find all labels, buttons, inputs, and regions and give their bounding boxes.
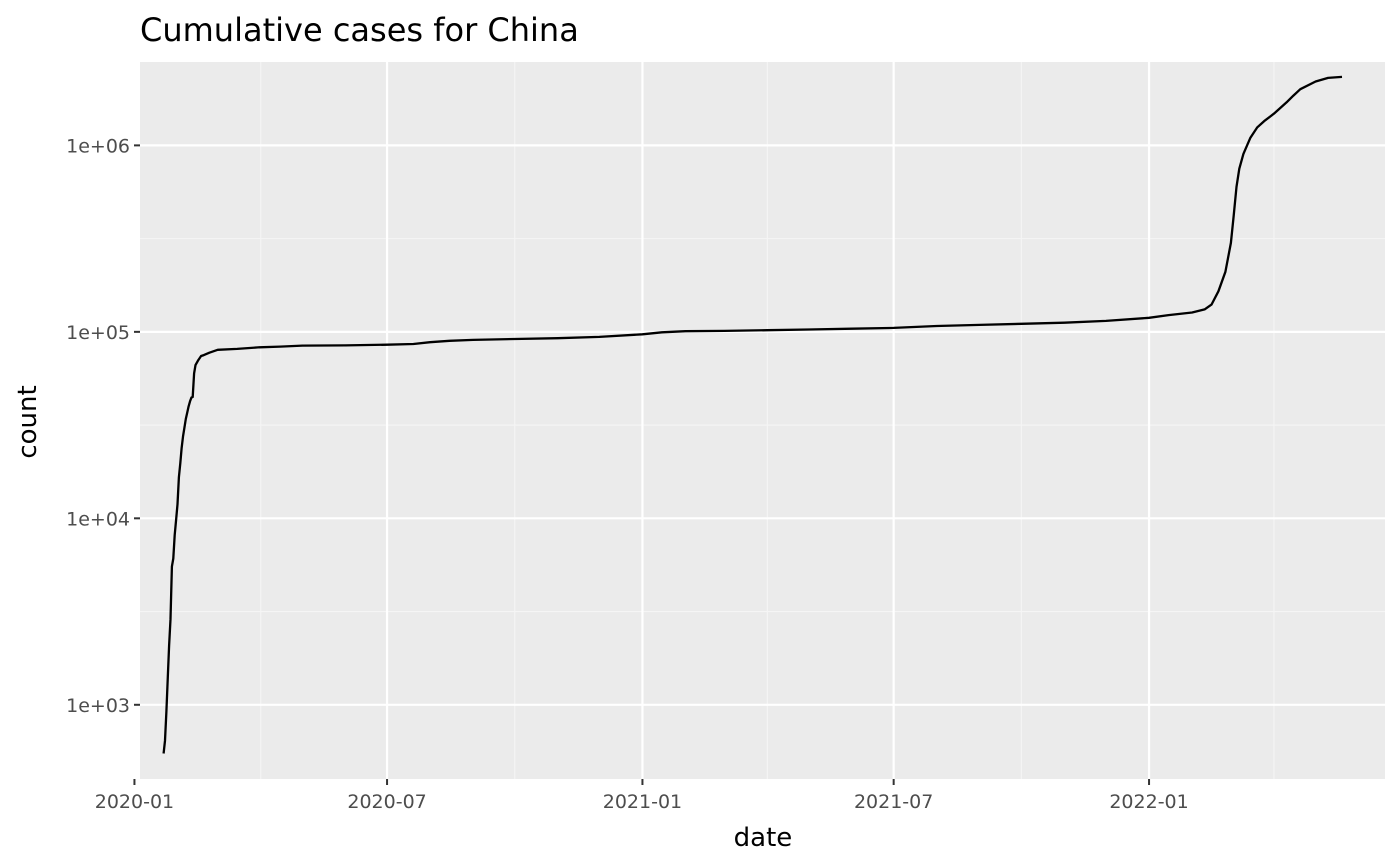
axis-ticks: 2020-01 2020-07 2021-01 2021-07 2022-01 1e+03… [66,135,1189,813]
x-tick-label: 2021-01 [603,791,682,813]
x-tick-label: 2020-01 [95,791,174,813]
series-line-cumulative-cases [162,75,1343,754]
x-axis-title: date [734,823,793,853]
y-axis-title: count [13,385,43,458]
chart-title: Cumulative cases for China [140,11,579,49]
x-tick-label: 2022-01 [1109,791,1188,813]
x-tick-label: 2020-07 [347,791,426,813]
major-gridlines [133,62,1385,779]
y-tick-label: 1e+06 [66,135,130,157]
minor-gridlines [140,62,1385,779]
x-tick-label: 2021-07 [854,791,933,813]
y-tick-label: 1e+04 [66,508,130,530]
series-layer [162,75,1343,754]
plot-panel [140,62,1385,779]
y-tick-label: 1e+05 [66,322,130,344]
y-tick-label: 1e+03 [66,695,130,717]
